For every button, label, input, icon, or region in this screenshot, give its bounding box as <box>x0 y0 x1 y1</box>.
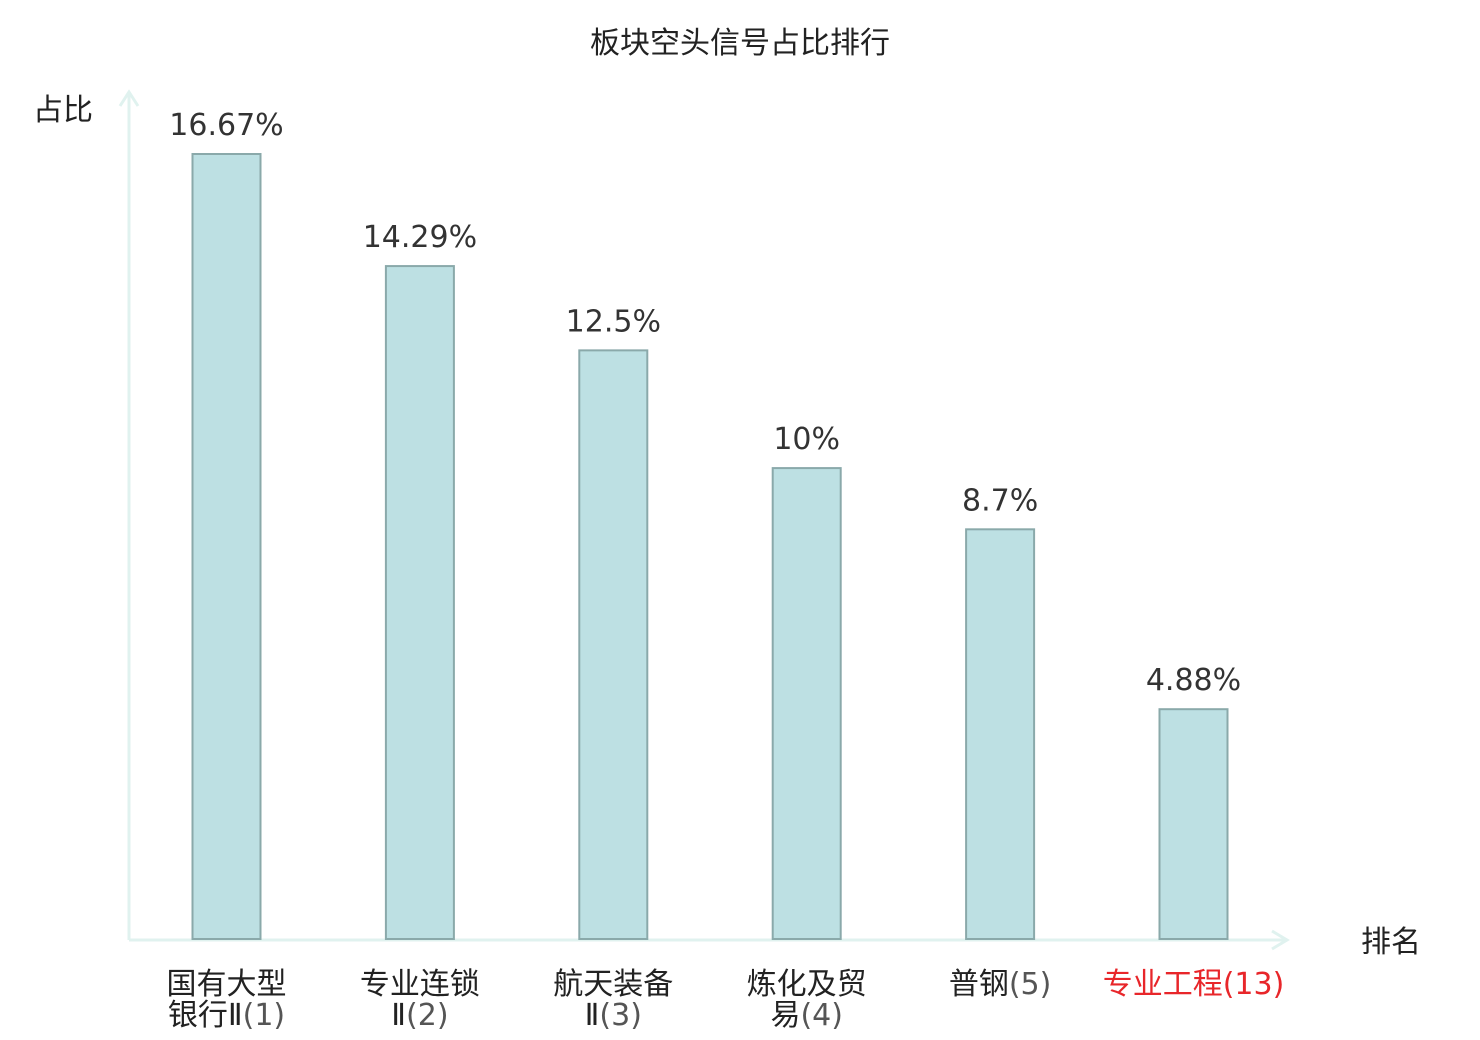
bar <box>578 349 649 940</box>
bar-value-label: 8.7% <box>962 483 1038 518</box>
category-label-line: 专业工程 <box>1103 967 1223 1002</box>
x-axis-arrow-icon <box>1271 929 1290 951</box>
category-label-line: 航天装备 <box>553 967 673 1002</box>
category-labels: 国有大型银行Ⅱ(1)专业连锁 Ⅱ(2)航天装备 Ⅱ(3)炼化及贸易(4)普钢(5) 专… <box>167 967 1285 1033</box>
category-label: 炼化及贸易(4) <box>747 967 867 1033</box>
category-label-line: 国有大型 <box>167 967 287 1002</box>
category-label: 航天装备 Ⅱ(3) <box>553 967 673 1033</box>
category-rank: (13) <box>1223 967 1285 1002</box>
y-axis: 占比 <box>33 89 140 940</box>
category-label-line: 普钢 <box>949 967 1009 1002</box>
category-rank: (4) <box>800 998 843 1033</box>
category-rank: (1) <box>243 998 286 1033</box>
category-rank: (2) <box>406 998 449 1033</box>
category-label-line: 炼化及贸 <box>747 967 867 1002</box>
category-label-line: 专业连锁 <box>360 967 480 1002</box>
category-label-line: Ⅱ <box>585 998 600 1033</box>
category-label: 普钢(5) <box>949 967 1052 1002</box>
category-label: 专业工程(13) <box>1103 967 1285 1002</box>
bar <box>1158 708 1229 940</box>
category-label-line: 银行Ⅱ <box>168 998 243 1033</box>
category-label-line: Ⅱ <box>391 998 406 1033</box>
chart-title: 板块空头信号占比排行 <box>590 26 890 61</box>
x-axis-label: 排名 <box>1361 925 1421 960</box>
bar <box>384 265 455 941</box>
value-labels: 16.67% 14.29% 12.5% 10% 8.7% 4.88% <box>169 108 1241 698</box>
category-rank: (3) <box>599 998 642 1033</box>
bar-value-label: 4.88% <box>1146 663 1241 698</box>
category-rank: (5) <box>1009 967 1052 1002</box>
y-axis-arrow-icon <box>118 89 140 107</box>
category-label: 专业连锁 Ⅱ(2) <box>360 967 480 1033</box>
bar <box>965 528 1036 940</box>
bar <box>771 467 842 940</box>
y-axis-label: 占比 <box>33 93 93 128</box>
bars <box>191 153 1229 941</box>
bar-value-label: 14.29% <box>363 220 477 255</box>
category-label-line: 易 <box>770 998 800 1033</box>
x-axis: 排名 <box>129 925 1421 960</box>
bar-value-label: 16.67% <box>169 108 283 143</box>
category-label: 国有大型银行Ⅱ(1) <box>167 967 287 1033</box>
bar-value-label: 12.5% <box>566 304 661 339</box>
bar-value-label: 10% <box>773 422 840 457</box>
bar <box>191 153 262 940</box>
